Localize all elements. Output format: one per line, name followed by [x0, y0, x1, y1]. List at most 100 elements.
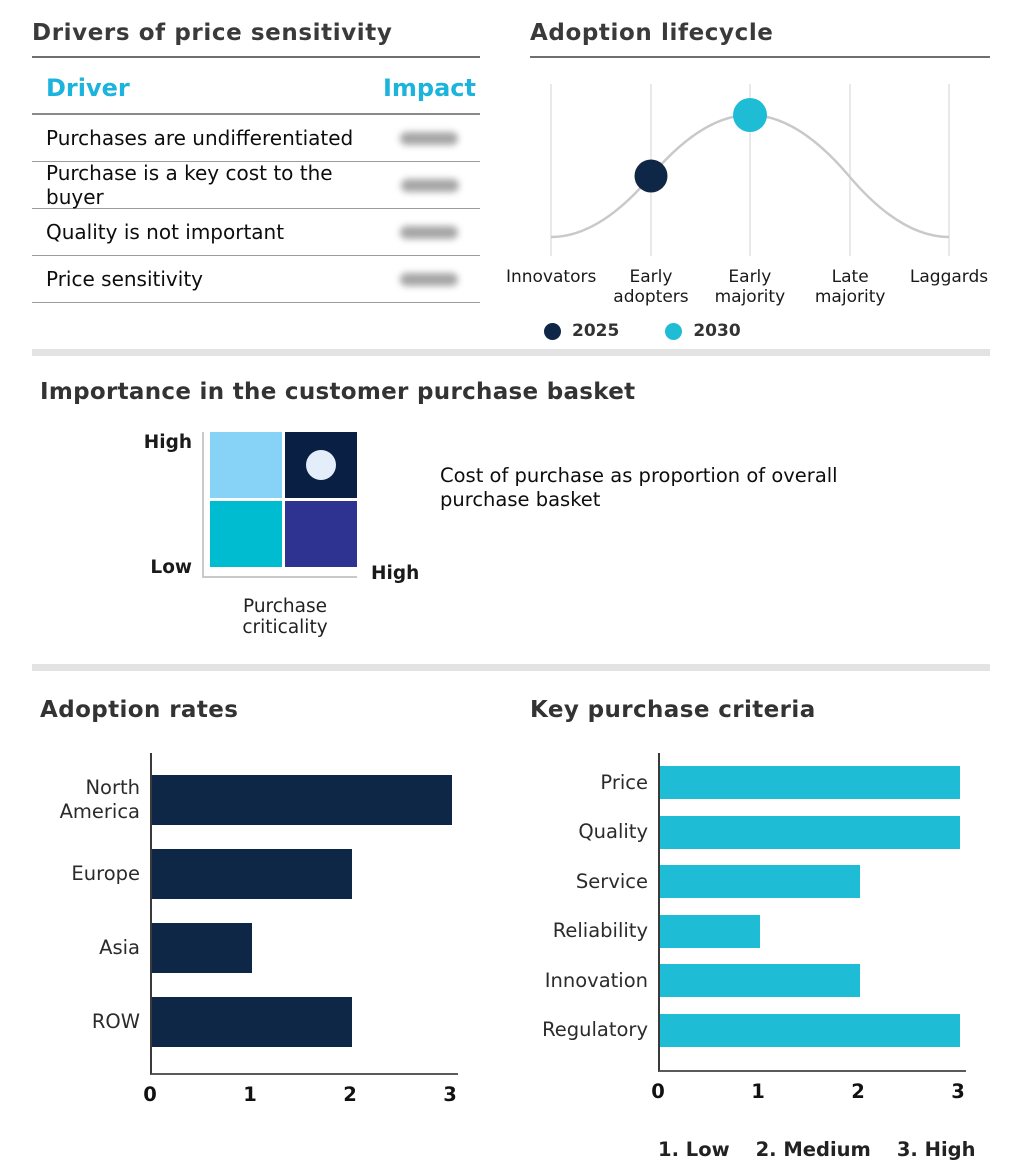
bar-regulatory — [660, 1013, 960, 1047]
lifecycle-chart-svg — [550, 84, 950, 256]
category-label: ROW — [91, 1009, 140, 1033]
drivers-table: Driver Impact Purchases are undifferenti… — [32, 58, 480, 303]
redacted-impact-value — [399, 225, 458, 239]
drivers-title: Drivers of price sensitivity — [32, 20, 480, 58]
x-tick: 1 — [243, 1083, 257, 1106]
matrix-grid — [210, 432, 357, 567]
bar-price — [660, 766, 960, 800]
x-tick: 2 — [343, 1083, 357, 1106]
quadrant-bottom-left — [210, 501, 282, 567]
x-tick: 3 — [443, 1083, 457, 1106]
driver-cell: Purchases are undifferentiated — [46, 126, 354, 150]
importance-matrix: High Low High — [132, 432, 990, 584]
category-label: Innovators — [505, 267, 597, 287]
section-divider — [32, 349, 990, 356]
bar-row — [660, 907, 966, 957]
x-tick: 0 — [143, 1083, 157, 1106]
adoption-rates-x-axis-ticks: 0 1 2 3 — [143, 1083, 457, 1117]
footnote-high: 3. High — [896, 1138, 976, 1161]
bar-row — [660, 956, 966, 1006]
lifecycle-category-labels: Innovators Early adopters Early majority… — [506, 267, 990, 311]
impact-cell — [381, 225, 476, 239]
basket-annotation: Cost of purchase as proportion of overal… — [440, 464, 838, 512]
y-label-low: Low — [150, 557, 192, 578]
purchase-criteria-panel: Key purchase criteria Price Quality Serv… — [522, 697, 977, 1161]
lifecycle-legend: 2025 2030 — [530, 321, 990, 341]
adoption-rates-plot — [150, 753, 458, 1075]
basket-section: Importance in the customer purchase bask… — [32, 364, 990, 656]
matrix-x-axis-title: Purchase criticality — [242, 596, 328, 638]
matrix-axis-frame — [202, 432, 357, 578]
y-label-high: High — [143, 432, 192, 453]
adoption-rates-panel: Adoption rates North America Europe Asia… — [32, 697, 458, 1161]
adoption-rates-category-labels: North America Europe Asia ROW — [32, 753, 150, 1117]
legend-item-2025: 2025 — [544, 321, 619, 341]
bar-north-america — [152, 775, 452, 825]
table-row: Purchase is a key cost to the buyer — [32, 161, 480, 209]
purchase-criteria-plot — [658, 753, 966, 1072]
purchase-criteria-x-axis-ticks: 0 1 2 3 — [651, 1080, 965, 1114]
top-section: Drivers of price sensitivity Driver Impa… — [32, 20, 990, 341]
x-tick: 0 — [651, 1080, 665, 1103]
column-header-impact: Impact — [382, 74, 476, 102]
bar-row — [660, 857, 966, 907]
purchase-criteria-chart: Price Quality Service Reliability Innova… — [522, 753, 977, 1161]
basket-title: Importance in the customer purchase bask… — [40, 379, 636, 405]
bar-row — [660, 1006, 966, 1056]
redacted-impact-value — [399, 272, 458, 286]
lifecycle-title: Adoption lifecycle — [530, 20, 990, 58]
legend-item-2030: 2030 — [665, 321, 741, 341]
quadrant-top-right — [285, 432, 357, 498]
quadrant-bottom-right — [285, 501, 357, 567]
legend-dot-cyan-icon — [665, 322, 683, 340]
section-divider — [32, 664, 990, 671]
category-label: Regulatory — [542, 1018, 648, 1042]
purchase-criteria-title: Key purchase criteria — [530, 697, 816, 723]
lifecycle-panel: Adoption lifecycle Innovators — [506, 20, 990, 341]
legend-label: 2025 — [572, 321, 620, 341]
scale-footnote: 1. Low 2. Medium 3. High — [658, 1138, 977, 1161]
bar-asia — [152, 923, 252, 973]
purchase-criteria-category-labels: Price Quality Service Reliability Innova… — [522, 753, 658, 1161]
category-label: Innovation — [544, 968, 648, 992]
bar-europe — [152, 849, 352, 899]
driver-cell: Purchase is a key cost to the buyer — [46, 161, 333, 209]
legend-label: 2030 — [693, 321, 741, 341]
bar-row — [660, 808, 966, 858]
adoption-rates-chart: North America Europe Asia ROW 0 1 — [32, 753, 458, 1117]
impact-cell — [381, 131, 476, 145]
category-label: Laggards — [909, 267, 989, 287]
bar-row — [152, 837, 458, 911]
impact-cell — [384, 178, 476, 192]
driver-cell: Price sensitivity — [46, 267, 203, 291]
x-tick: 2 — [851, 1080, 865, 1103]
bar-row — [152, 985, 458, 1059]
dot-2025 — [634, 159, 668, 193]
footnote-medium: 2. Medium — [755, 1138, 871, 1161]
bar-row-world — [152, 997, 352, 1047]
adoption-rates-title: Adoption rates — [40, 697, 239, 723]
impact-cell — [381, 272, 476, 286]
dashboard-page: Drivers of price sensitivity Driver Impa… — [32, 20, 990, 1161]
dot-2030 — [733, 98, 767, 132]
quadrant-top-left — [210, 432, 282, 498]
bar-row — [660, 758, 966, 808]
category-label: North America — [59, 775, 140, 823]
category-label: Reliability — [552, 919, 648, 943]
category-label: Early majority — [714, 267, 786, 308]
category-label: Asia — [99, 935, 140, 959]
redacted-impact-value — [399, 131, 458, 145]
footnote-low: 1. Low — [658, 1138, 730, 1161]
drivers-panel: Drivers of price sensitivity Driver Impa… — [32, 20, 480, 341]
bar-service — [660, 865, 860, 899]
driver-cell: Quality is not important — [46, 220, 285, 244]
bar-row — [152, 763, 458, 837]
table-row: Quality is not important — [32, 209, 480, 256]
legend-dot-navy-icon — [544, 322, 561, 340]
category-label: Quality — [578, 820, 648, 844]
category-label: Service — [575, 869, 648, 893]
bottom-section: Adoption rates North America Europe Asia… — [32, 679, 990, 1161]
x-tick: 1 — [751, 1080, 765, 1103]
redacted-impact-value — [401, 178, 460, 192]
column-header-driver: Driver — [46, 74, 130, 102]
